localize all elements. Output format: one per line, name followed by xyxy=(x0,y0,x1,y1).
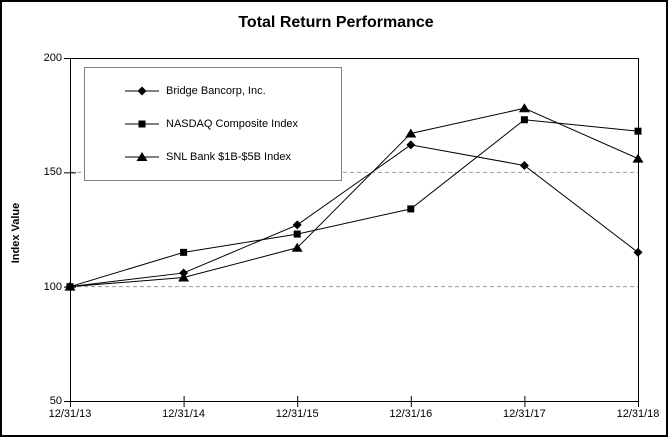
x-tick-label: 12/31/16 xyxy=(389,408,433,420)
diamond-marker-icon xyxy=(137,86,147,96)
y-tick-label: 50 xyxy=(49,395,62,407)
x-tick-label: 12/31/18 xyxy=(616,408,660,420)
square-marker-icon xyxy=(293,230,301,238)
chart-title: Total Return Performance xyxy=(238,14,434,31)
y-tick-label: 100 xyxy=(43,280,62,293)
x-tick-label: 12/31/17 xyxy=(502,408,546,420)
square-marker-icon xyxy=(520,116,528,124)
y-tick-label: 200 xyxy=(43,52,62,64)
square-marker-icon xyxy=(138,120,146,128)
diamond-marker-icon xyxy=(406,140,416,150)
triangle-marker-icon xyxy=(632,153,644,163)
triangle-marker-icon xyxy=(291,242,303,252)
square-marker-icon xyxy=(634,127,642,135)
legend-entry: Bridge Bancorp, Inc. xyxy=(125,85,341,97)
legend-triangle-marker-icon xyxy=(125,152,159,162)
diamond-marker-icon xyxy=(633,247,643,257)
triangle-marker-icon xyxy=(136,152,148,162)
x-tick-label: 12/31/15 xyxy=(275,408,319,420)
x-tick-label: 12/31/14 xyxy=(162,408,205,420)
legend-square-marker-icon xyxy=(125,120,159,128)
square-marker-icon xyxy=(180,248,188,256)
legend-entry: NASDAQ Composite Index xyxy=(125,118,341,130)
legend-label: NASDAQ Composite Index xyxy=(166,117,299,130)
y-tick-label: 150 xyxy=(43,166,62,179)
triangle-marker-icon xyxy=(64,281,76,291)
legend-entry: SNL Bank $1B-$5B Index xyxy=(125,151,341,163)
diamond-marker-icon xyxy=(519,160,529,170)
legend-label: Bridge Bancorp, Inc. xyxy=(166,84,266,97)
legend-diamond-marker-icon xyxy=(125,86,159,96)
triangle-marker-icon xyxy=(405,128,417,138)
square-marker-icon xyxy=(407,205,415,213)
diamond-marker-icon xyxy=(292,220,302,230)
plot-border xyxy=(70,58,639,402)
series-line xyxy=(69,107,639,288)
legend: Bridge Bancorp, Inc. NASDAQ Composite Ind… xyxy=(84,67,342,181)
legend-label: SNL Bank $1B-$5B Index xyxy=(166,151,291,164)
series-line xyxy=(69,119,639,288)
x-tick-label: 12/31/13 xyxy=(48,408,92,420)
series-line xyxy=(69,144,639,288)
triangle-marker-icon xyxy=(518,103,530,113)
triangle-marker-icon xyxy=(178,272,190,282)
